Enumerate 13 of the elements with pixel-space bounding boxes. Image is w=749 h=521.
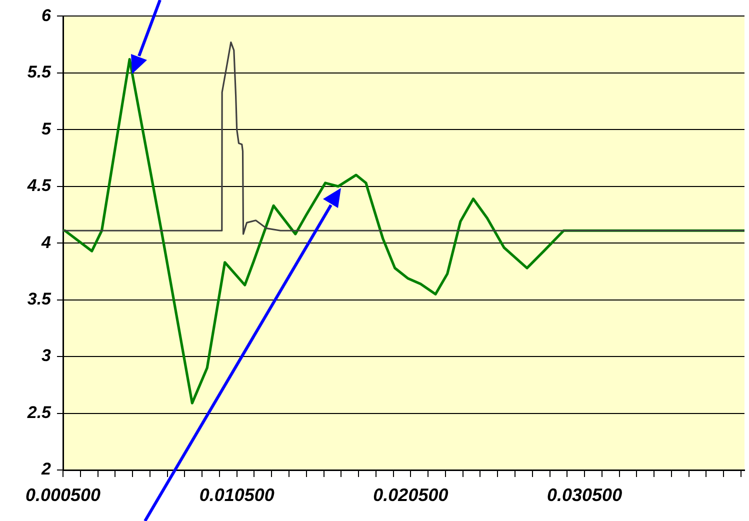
y-tick-label: 2 <box>40 460 52 479</box>
x-tick-label: 0.030500 <box>547 484 622 505</box>
y-tick-label: 2.5 <box>26 402 52 422</box>
y-tick-label: 5.5 <box>27 62 52 82</box>
x-tick-label: 0.010500 <box>199 484 274 505</box>
y-tick-label: 5 <box>42 119 52 138</box>
y-tick-label: 4.5 <box>26 176 52 196</box>
y-tick-label: 6 <box>42 6 52 25</box>
y-tick-label: 3 <box>42 346 52 366</box>
x-tick-label: 0.000500 <box>25 484 101 505</box>
y-tick-label: 4 <box>40 232 52 252</box>
x-tick-label: 0.020500 <box>373 484 448 505</box>
y-tick-label: 3.5 <box>27 290 52 309</box>
